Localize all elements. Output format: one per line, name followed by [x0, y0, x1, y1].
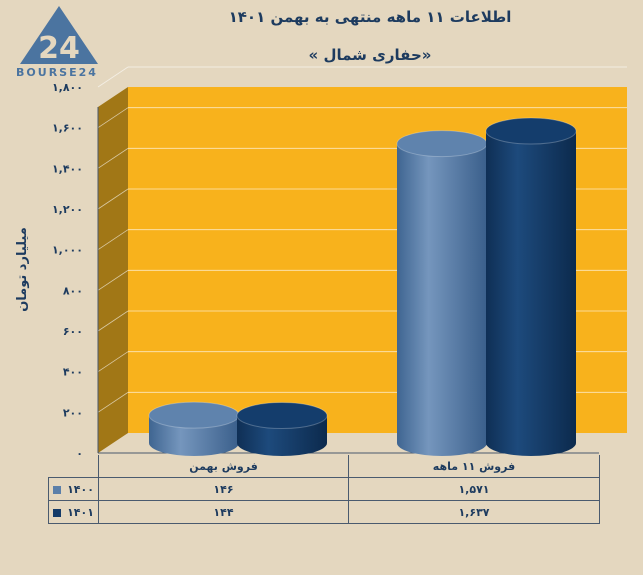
gridline-side — [97, 66, 129, 88]
data-table: فروش بهمن فروش ۱۱ ماهه ۱۴۰۰ ۱۴۶ ۱,۵۷۱ ۱۴… — [48, 455, 600, 524]
bar-cap-۱۴۰۱-0 — [236, 402, 328, 430]
table-row-1400: ۱۴۰۰ ۱۴۶ ۱,۵۷۱ — [48, 477, 600, 501]
gridline-side — [97, 310, 129, 332]
series-name-1401: ۱۴۰۱ — [67, 505, 94, 519]
bourse24-logo: 24 — [20, 6, 98, 66]
table-row-1401: ۱۴۰۱ ۱۴۴ ۱,۶۳۷ — [48, 500, 600, 524]
y-tick-label: ۱,۲۰۰ — [52, 203, 83, 216]
y-tick-label: ۱,۸۰۰ — [52, 81, 83, 94]
gridline-side — [97, 270, 129, 291]
legend-swatch-1400 — [53, 485, 62, 494]
table-header-row: فروش بهمن فروش ۱۱ ماهه — [49, 455, 600, 478]
gridline-side — [97, 229, 129, 250]
y-tick-label: ۱,۰۰۰ — [52, 244, 83, 257]
table-corner — [49, 455, 99, 478]
gridline-side — [97, 392, 129, 413]
cell-1401-11month: ۱,۶۳۷ — [348, 500, 600, 524]
gridline-side — [97, 351, 129, 372]
bar-cap-۱۴۰۱-1 — [485, 117, 577, 145]
y-tick-label: ۸۰۰ — [63, 284, 83, 297]
gridline-side — [97, 107, 129, 128]
cell-1400-feb: ۱۴۶ — [98, 477, 349, 501]
y-tick-label: ۱,۶۰۰ — [52, 122, 83, 135]
chart-title: اطلاعات ۱۱ ماهه منتهی به بهمن ۱۴۰۱ — [228, 8, 512, 26]
bar-۱۴۰۱-1 — [486, 131, 576, 457]
legend-entry-1400: ۱۴۰۰ — [48, 477, 99, 501]
series-name-1400: ۱۴۰۰ — [67, 482, 94, 496]
cell-1401-feb: ۱۴۴ — [98, 500, 349, 524]
plot-side-wall — [98, 87, 128, 453]
y-tick-label: ۴۰۰ — [63, 366, 83, 379]
y-tick-label: ۱,۴۰۰ — [52, 162, 83, 175]
svg-text:24: 24 — [38, 31, 80, 66]
gridline-side — [97, 148, 129, 169]
bar-۱۴۰۰-1 — [397, 143, 487, 457]
bar-cap-۱۴۰۰-1 — [396, 130, 488, 158]
chart-subtitle: «حفاری شمال » — [308, 46, 432, 64]
gridline-side — [97, 188, 129, 210]
logo-wordmark: BOURSE24 — [16, 66, 98, 79]
y-tick-label: ۰ — [76, 447, 83, 460]
category-label-11month-sales: فروش ۱۱ ماهه — [348, 455, 600, 478]
bar-cap-۱۴۰۰-0 — [148, 401, 240, 429]
legend-swatch-1401 — [53, 508, 62, 517]
y-tick-label: ۶۰۰ — [63, 325, 83, 338]
category-label-feb-sales: فروش بهمن — [98, 455, 349, 478]
legend-entry-1401: ۱۴۰۱ — [48, 500, 99, 524]
cell-1400-11month: ۱,۵۷۱ — [348, 477, 600, 501]
y-tick-label: ۲۰۰ — [63, 406, 83, 419]
